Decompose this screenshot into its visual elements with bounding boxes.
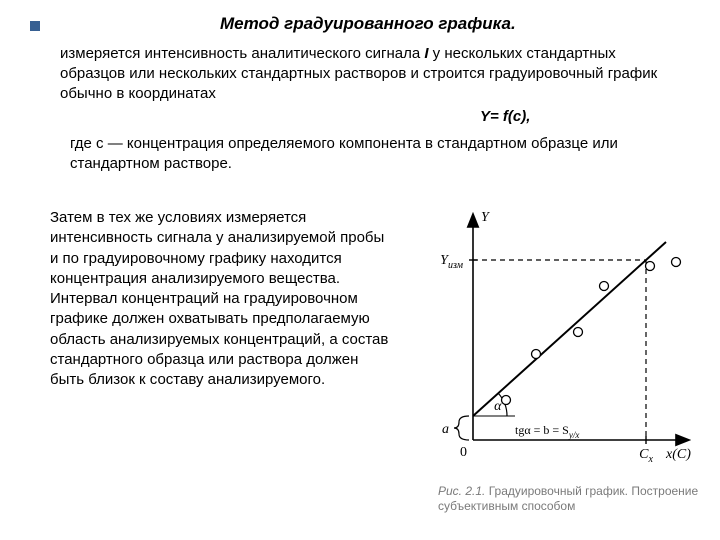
svg-text:0: 0 — [460, 445, 467, 460]
figure-caption: Рис. 2.1. Градуировочный график. Построе… — [438, 484, 703, 514]
para1-part-a: измеряется интенсивность аналитического … — [60, 45, 424, 62]
paragraph-2: где с — концентрация определяемого компо… — [70, 134, 640, 174]
svg-text:a: a — [442, 422, 449, 437]
calibration-figure: Yx(C) 0 Yизм Cx a α tgα = b = Sy/x — [418, 200, 703, 520]
svg-text:Cx: Cx — [639, 447, 653, 465]
svg-text:α: α — [494, 399, 502, 414]
caption-prefix: Рис. 2.1. — [438, 484, 485, 498]
title-bullet — [30, 21, 40, 31]
svg-text:x(C): x(C) — [665, 447, 691, 462]
paragraph-1: измеряется интенсивность аналитического … — [60, 44, 670, 103]
equation-y-fc: Y= f(c), — [480, 108, 530, 125]
svg-text:Yизм: Yизм — [440, 253, 463, 271]
page-title: Метод градуированного графика. — [220, 14, 516, 34]
svg-text:Y: Y — [481, 210, 491, 225]
svg-text:tgα = b = Sy/x: tgα = b = Sy/x — [515, 423, 579, 440]
paragraph-3: Затем в тех же условиях измеряется интен… — [50, 208, 390, 390]
